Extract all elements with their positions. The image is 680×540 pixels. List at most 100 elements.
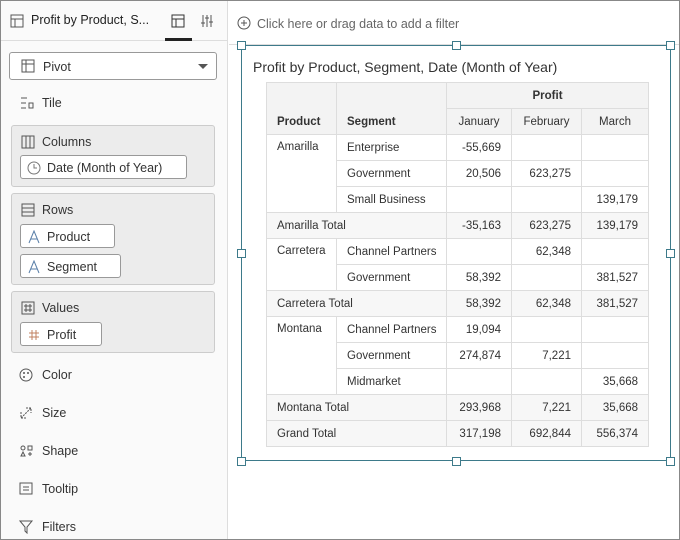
number-icon [29,330,39,340]
rows-icon [21,203,35,217]
rows-box: Rows Product Segment [11,193,215,285]
columns-icon [21,135,35,149]
data-row: Government 58,392 381,527 [267,264,650,291]
viz-type-dropdown[interactable]: Pivot [9,52,217,80]
segment-cell: Government [336,160,447,187]
property-label: Size [42,406,67,420]
add-filter-icon [237,16,251,30]
row-pill[interactable]: Segment [20,254,121,278]
resize-handle[interactable] [666,249,675,258]
color-icon [19,368,33,382]
product-cell: Carretera [266,238,337,291]
value-cell [580,316,650,343]
pivot-title: Profit by Product, Segment, Date (Month … [253,59,558,75]
segment-cell: Small Business [336,186,447,213]
value-cell: 139,179 [580,186,650,213]
row-header: Product [266,82,337,135]
value-cell [580,134,650,161]
pivot-table: Product Segment Profit January February March… [266,82,650,447]
value-cell: 293,968 [446,394,512,421]
value-cell: 20,506 [446,160,512,187]
value-cell [446,238,512,265]
value-cell: -55,669 [446,134,512,161]
resize-handle[interactable] [237,457,246,466]
segment-cell: Midmarket [336,368,447,395]
sidebar: Profit by Product, S... Pivot Tile Colum… [1,1,228,539]
month-header: January [446,108,512,135]
segment-cell: Government [336,264,447,291]
resize-handle[interactable] [452,457,461,466]
filter-bar[interactable]: Click here or drag data to add a filter [229,1,679,45]
total-label: Carretera Total [266,290,447,317]
value-pill[interactable]: Profit [20,322,102,346]
resize-handle[interactable] [666,457,675,466]
resize-handle[interactable] [666,41,675,50]
segment-cell: Enterprise [336,134,447,161]
text-icon [28,230,40,244]
values-icon [21,301,35,315]
grid-icon [10,14,24,28]
property-label: Shape [42,444,79,458]
tile-label: Tile [42,96,62,110]
data-row: Midmarket 35,668 [267,368,650,395]
tooltip-icon [19,482,33,495]
shape-row[interactable]: Shape [19,444,78,461]
total-row: Montana Total 293,968 7,221 35,668 [266,394,650,421]
data-row: Carretera Channel Partners 62,348 [266,238,650,291]
value-cell: 139,179 [580,212,650,239]
rows-label: Rows [42,203,74,217]
column-pill[interactable]: Date (Month of Year) [20,155,187,179]
value-cell [446,186,512,213]
value-cell: 381,527 [580,264,650,291]
value-cell: 19,094 [446,316,512,343]
value-cell: 62,348 [511,290,582,317]
value-cell: 58,392 [446,264,512,291]
value-cell [511,134,582,161]
month-header: February [511,108,582,135]
tooltip-row[interactable]: Tooltip [19,482,78,499]
data-row: Government 20,506 623,275 [267,160,650,187]
resize-handle[interactable] [237,41,246,50]
value-cell: 35,668 [580,368,650,395]
header-row: Product Segment Profit [266,82,650,135]
property-label: Filters [42,520,77,534]
data-row: Montana Channel Partners 19,094 [266,316,650,395]
value-cell: 274,874 [446,342,512,369]
row-pill[interactable]: Product [20,224,115,248]
column-item: Date (Month of Year) [47,161,163,175]
value-cell [446,368,512,395]
property-label: Color [42,368,72,382]
text-icon [28,260,40,274]
viz-type: Pivot [43,60,71,74]
pivot-icon [21,59,35,73]
property-label: Tooltip [42,482,79,496]
tab-underline [165,38,192,41]
properties-tab[interactable] [200,14,214,28]
tile-row[interactable]: Tile [19,96,62,113]
values-label: Values [42,301,80,315]
total-label: Montana Total [266,394,447,421]
measure-header: Profit [445,82,650,109]
value-cell: 7,221 [511,394,582,421]
size-row[interactable]: Size [19,406,66,423]
filter-icon [18,520,34,535]
shape-icon [20,445,33,457]
resize-handle[interactable] [237,249,246,258]
value-cell: 62,348 [511,238,582,265]
segment-cell: Channel Partners [336,316,447,343]
value-cell: 623,275 [511,160,582,187]
data-row: Amarilla Enterprise -55,669 [266,134,650,213]
columns-box: Columns Date (Month of Year) [11,125,215,187]
tab-title[interactable]: Profit by Product, S... [31,13,150,27]
values-box: Values Profit [11,291,215,353]
color-row[interactable]: Color [19,368,72,385]
total-row: Amarilla Total -35,163 623,275 139,179 [266,212,650,239]
value-cell [511,186,582,213]
value-cell: 556,374 [580,420,650,447]
filters-row[interactable]: Filters [18,520,76,537]
row-item: Product [47,230,91,244]
grammar-tab[interactable] [171,14,185,28]
resize-handle[interactable] [452,41,461,50]
value-cell [511,368,582,395]
